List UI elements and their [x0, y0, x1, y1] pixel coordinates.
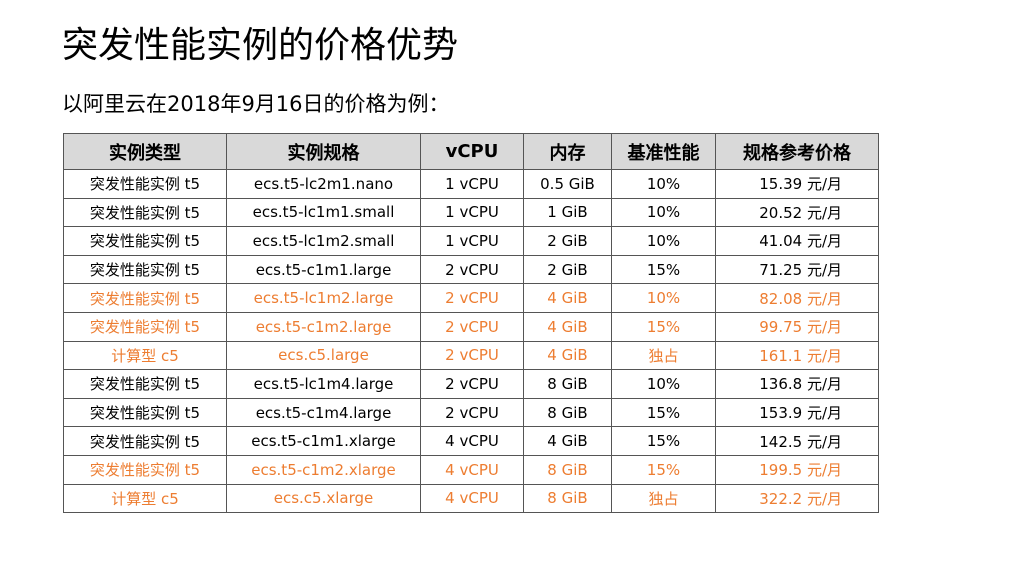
cell-reference-price: 99.75 元/月: [715, 311, 879, 342]
cell-instance-type: 突发性能实例 t5: [63, 197, 227, 228]
cell-vcpu: 2 vCPU: [420, 311, 524, 342]
table-body: 突发性能实例 t5 ecs.t5-lc2m1.nano 1 vCPU 0.5 GiB 1…: [63, 169, 879, 514]
cell-reference-price: 322.2 元/月: [715, 483, 879, 514]
cell-vcpu: 1 vCPU: [420, 197, 524, 228]
table-row: 突发性能实例 t5 ecs.t5-c1m4.large 2 vCPU 8 GiB 15%…: [63, 397, 879, 428]
cell-instance-spec: ecs.t5-c1m2.xlarge: [226, 454, 421, 485]
table-row: 突发性能实例 t5 ecs.t5-lc1m4.large 2 vCPU 8 GiB 10…: [63, 369, 879, 399]
cell-instance-type: 突发性能实例 t5: [63, 397, 227, 428]
cell-baseline-performance: 15%: [611, 454, 716, 485]
cell-instance-spec: ecs.t5-c1m2.large: [226, 311, 421, 342]
table-row: 突发性能实例 t5 ecs.t5-c1m1.large 2 vCPU 2 GiB 15%…: [63, 254, 879, 285]
cell-baseline-performance: 独占: [611, 483, 716, 514]
cell-reference-price: 136.8 元/月: [715, 369, 879, 399]
cell-instance-spec: ecs.c5.large: [226, 340, 421, 371]
cell-baseline-performance: 10%: [611, 226, 716, 256]
cell-instance-type: 计算型 c5: [63, 483, 227, 514]
cell-memory: 4 GiB: [523, 283, 612, 313]
cell-baseline-performance: 10%: [611, 369, 716, 399]
table-row: 突发性能实例 t5 ecs.t5-c1m2.xlarge 4 vCPU 8 GiB 15…: [63, 454, 879, 485]
cell-instance-type: 突发性能实例 t5: [63, 454, 227, 485]
cell-instance-spec: ecs.t5-c1m1.large: [226, 254, 421, 285]
header-instance-type: 实例类型: [63, 133, 227, 170]
cell-memory: 4 GiB: [523, 340, 612, 371]
cell-vcpu: 4 vCPU: [420, 483, 524, 514]
header-instance-spec: 实例规格: [226, 133, 421, 170]
cell-vcpu: 2 vCPU: [420, 254, 524, 285]
cell-memory: 8 GiB: [523, 454, 612, 485]
cell-baseline-performance: 15%: [611, 426, 716, 456]
cell-instance-type: 突发性能实例 t5: [63, 426, 227, 456]
cell-vcpu: 2 vCPU: [420, 397, 524, 428]
cell-reference-price: 153.9 元/月: [715, 397, 879, 428]
slide-subtitle: 以阿里云在2018年9月16日的价格为例：: [62, 92, 450, 116]
cell-memory: 8 GiB: [523, 397, 612, 428]
cell-instance-type: 突发性能实例 t5: [63, 283, 227, 313]
header-reference-price: 规格参考价格: [715, 133, 879, 170]
cell-instance-spec: ecs.t5-c1m1.xlarge: [226, 426, 421, 456]
table-row: 突发性能实例 t5 ecs.t5-lc1m2.large 2 vCPU 4 GiB 10…: [63, 283, 879, 313]
header-memory: 内存: [523, 133, 612, 170]
cell-memory: 2 GiB: [523, 254, 612, 285]
cell-reference-price: 142.5 元/月: [715, 426, 879, 456]
table-row: 突发性能实例 t5 ecs.t5-c1m1.xlarge 4 vCPU 4 GiB 15…: [63, 426, 879, 456]
cell-instance-spec: ecs.t5-lc1m2.small: [226, 226, 421, 256]
cell-reference-price: 71.25 元/月: [715, 254, 879, 285]
cell-baseline-performance: 独占: [611, 340, 716, 371]
slide-title: 突发性能实例的价格优势: [62, 25, 459, 66]
cell-instance-type: 计算型 c5: [63, 340, 227, 371]
table-row: 突发性能实例 t5 ecs.t5-lc1m2.small 1 vCPU 2 GiB 10…: [63, 226, 879, 256]
cell-instance-spec: ecs.c5.xlarge: [226, 483, 421, 514]
cell-instance-type: 突发性能实例 t5: [63, 226, 227, 256]
table-header-row: 实例类型 实例规格 vCPU 内存 基准性能 规格参考价格: [63, 133, 879, 170]
cell-instance-type: 突发性能实例 t5: [63, 311, 227, 342]
table-row: 突发性能实例 t5 ecs.t5-lc1m1.small 1 vCPU 1 GiB 10…: [63, 197, 879, 228]
cell-baseline-performance: 15%: [611, 254, 716, 285]
cell-reference-price: 161.1 元/月: [715, 340, 879, 371]
cell-memory: 8 GiB: [523, 483, 612, 514]
cell-vcpu: 2 vCPU: [420, 340, 524, 371]
cell-vcpu: 2 vCPU: [420, 283, 524, 313]
cell-vcpu: 2 vCPU: [420, 369, 524, 399]
cell-instance-spec: ecs.t5-lc2m1.nano: [226, 169, 421, 199]
cell-baseline-performance: 15%: [611, 311, 716, 342]
cell-baseline-performance: 15%: [611, 397, 716, 428]
header-vcpu: vCPU: [420, 133, 524, 170]
cell-memory: 4 GiB: [523, 311, 612, 342]
table-row: 计算型 c5 ecs.c5.xlarge 4 vCPU 8 GiB 独占 322.2 元/…: [63, 483, 879, 514]
cell-baseline-performance: 10%: [611, 169, 716, 199]
cell-instance-spec: ecs.t5-lc1m2.large: [226, 283, 421, 313]
cell-memory: 1 GiB: [523, 197, 612, 228]
table-row: 计算型 c5 ecs.c5.large 2 vCPU 4 GiB 独占 161.1 元/月: [63, 340, 879, 371]
table-row: 突发性能实例 t5 ecs.t5-lc2m1.nano 1 vCPU 0.5 GiB 1…: [63, 169, 879, 199]
cell-vcpu: 4 vCPU: [420, 454, 524, 485]
cell-reference-price: 20.52 元/月: [715, 197, 879, 228]
table-row: 突发性能实例 t5 ecs.t5-c1m2.large 2 vCPU 4 GiB 15%…: [63, 311, 879, 342]
cell-reference-price: 82.08 元/月: [715, 283, 879, 313]
cell-reference-price: 15.39 元/月: [715, 169, 879, 199]
cell-memory: 4 GiB: [523, 426, 612, 456]
cell-baseline-performance: 10%: [611, 197, 716, 228]
cell-instance-spec: ecs.t5-lc1m1.small: [226, 197, 421, 228]
cell-baseline-performance: 10%: [611, 283, 716, 313]
cell-instance-spec: ecs.t5-lc1m4.large: [226, 369, 421, 399]
cell-vcpu: 1 vCPU: [420, 169, 524, 199]
cell-vcpu: 1 vCPU: [420, 226, 524, 256]
header-baseline-performance: 基准性能: [611, 133, 716, 170]
cell-vcpu: 4 vCPU: [420, 426, 524, 456]
price-comparison-table: 实例类型 实例规格 vCPU 内存 基准性能 规格参考价格 突发性能实例 t5 e…: [63, 133, 879, 514]
cell-instance-spec: ecs.t5-c1m4.large: [226, 397, 421, 428]
cell-instance-type: 突发性能实例 t5: [63, 369, 227, 399]
cell-memory: 2 GiB: [523, 226, 612, 256]
cell-instance-type: 突发性能实例 t5: [63, 254, 227, 285]
cell-memory: 0.5 GiB: [523, 169, 612, 199]
cell-memory: 8 GiB: [523, 369, 612, 399]
cell-instance-type: 突发性能实例 t5: [63, 169, 227, 199]
cell-reference-price: 41.04 元/月: [715, 226, 879, 256]
cell-reference-price: 199.5 元/月: [715, 454, 879, 485]
